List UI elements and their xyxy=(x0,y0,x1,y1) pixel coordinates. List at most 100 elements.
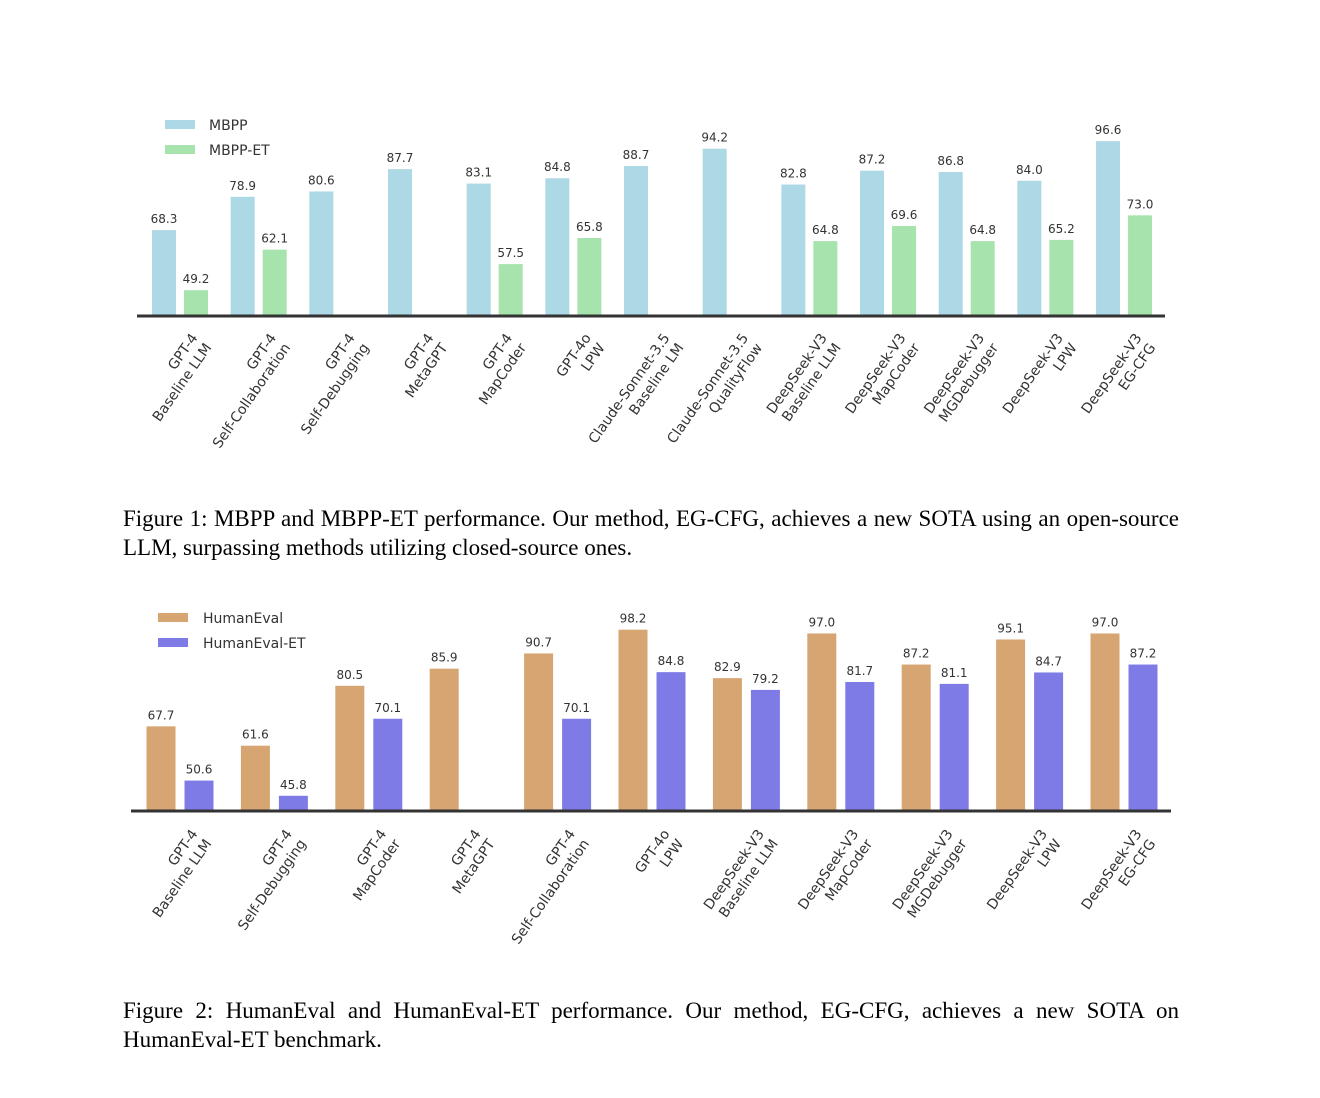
bar-humaneval-8 xyxy=(901,664,931,811)
value-label-humaneval-et-7: 81.7 xyxy=(846,664,873,678)
value-label-mbpp-et-11: 65.2 xyxy=(1048,222,1075,236)
bar-mbpp-2 xyxy=(309,191,334,316)
value-label-mbpp-5: 84.8 xyxy=(544,160,571,174)
bar-mbpp-7 xyxy=(702,148,727,316)
bar-humaneval-3 xyxy=(429,668,459,811)
bar-humaneval-et-0 xyxy=(184,780,214,811)
value-label-mbpp-et-5: 65.8 xyxy=(576,220,603,234)
bar-humaneval-et-9 xyxy=(1034,672,1064,811)
bar-mbpp-9 xyxy=(860,170,885,316)
value-label-humaneval-et-2: 70.1 xyxy=(374,701,401,715)
value-label-mbpp-et-1: 62.1 xyxy=(261,232,288,246)
bar-mbpp-5 xyxy=(545,178,570,316)
x-tick-label-line: DeepSeek-V3 xyxy=(984,827,1051,913)
bar-mbpp-4 xyxy=(466,183,491,316)
bar-humaneval-et-4 xyxy=(562,718,592,811)
bar-humaneval-10 xyxy=(1090,633,1120,811)
bar-humaneval-et-7 xyxy=(845,681,875,811)
value-label-mbpp-10: 86.8 xyxy=(937,154,964,168)
value-label-humaneval-2: 80.5 xyxy=(336,668,363,682)
figure-2-caption: Figure 2: HumanEval and HumanEval-ET per… xyxy=(123,998,1179,1052)
value-label-humaneval-4: 90.7 xyxy=(525,635,552,649)
bar-humaneval-et-1 xyxy=(278,795,308,811)
bar-mbpp-et-9 xyxy=(892,226,917,316)
value-label-mbpp-9: 87.2 xyxy=(859,153,886,167)
bar-mbpp-6 xyxy=(624,165,649,316)
value-label-humaneval-5: 98.2 xyxy=(620,612,647,626)
value-label-humaneval-et-8: 81.1 xyxy=(941,666,968,680)
legend-swatch-humaneval xyxy=(158,613,188,622)
bar-humaneval-4 xyxy=(524,653,554,811)
bar-humaneval-7 xyxy=(807,633,837,811)
bar-mbpp-et-1 xyxy=(262,249,287,316)
bar-humaneval-et-10 xyxy=(1128,664,1158,811)
figure-1-caption: Figure 1: MBPP and MBPP-ET performance. … xyxy=(123,506,1179,560)
value-label-humaneval-8: 87.2 xyxy=(903,647,930,661)
bar-mbpp-et-5 xyxy=(577,238,602,316)
value-label-mbpp-0: 68.3 xyxy=(151,212,178,226)
bar-mbpp-0 xyxy=(152,230,176,316)
legend-swatch-humaneval-et xyxy=(158,638,188,647)
bar-mbpp-et-12 xyxy=(1128,215,1153,316)
value-label-mbpp-et-12: 73.0 xyxy=(1127,197,1154,211)
bar-mbpp-8 xyxy=(781,184,806,316)
bar-mbpp-et-4 xyxy=(498,264,523,316)
value-label-humaneval-et-9: 84.7 xyxy=(1035,654,1062,668)
value-label-mbpp-et-8: 64.8 xyxy=(812,223,839,237)
bar-humaneval-et-5 xyxy=(656,672,686,811)
value-label-humaneval-7: 97.0 xyxy=(808,615,835,629)
bar-humaneval-et-2 xyxy=(373,718,403,811)
value-label-mbpp-4: 83.1 xyxy=(465,166,492,180)
legend-swatch-mbpp-et xyxy=(165,145,195,154)
value-label-mbpp-1: 78.9 xyxy=(229,179,256,193)
value-label-humaneval-et-10: 87.2 xyxy=(1130,647,1157,661)
bar-humaneval-9 xyxy=(996,639,1026,811)
value-label-humaneval-1: 61.6 xyxy=(242,728,269,742)
legend-label-humaneval: HumanEval xyxy=(203,611,283,627)
value-label-humaneval-et-0: 50.6 xyxy=(186,763,213,777)
bar-humaneval-5 xyxy=(618,629,648,811)
value-label-mbpp-2: 80.6 xyxy=(308,173,335,187)
value-label-humaneval-3: 85.9 xyxy=(431,651,458,665)
bar-humaneval-et-8 xyxy=(939,683,969,811)
value-label-mbpp-7: 94.2 xyxy=(701,131,728,145)
legend-label-humaneval-et: HumanEval-ET xyxy=(203,636,306,652)
legend-label-mbpp-et: MBPP-ET xyxy=(209,143,270,159)
bar-mbpp-10 xyxy=(938,171,963,316)
value-label-humaneval-9: 95.1 xyxy=(997,622,1024,636)
value-label-humaneval-et-5: 84.8 xyxy=(658,654,685,668)
value-label-humaneval-et-4: 70.1 xyxy=(563,701,590,715)
legend-swatch-mbpp xyxy=(165,120,195,129)
bar-mbpp-12 xyxy=(1096,141,1121,316)
value-label-mbpp-3: 87.7 xyxy=(387,151,414,165)
value-label-humaneval-6: 82.9 xyxy=(714,660,741,674)
value-label-mbpp-12: 96.6 xyxy=(1095,123,1122,137)
x-tick-label-line: DeepSeek-V3 xyxy=(1000,331,1067,417)
bar-humaneval-et-6 xyxy=(750,689,780,811)
value-label-mbpp-et-4: 57.5 xyxy=(497,246,524,260)
value-label-humaneval-et-6: 79.2 xyxy=(752,672,779,686)
value-label-mbpp-et-0: 49.2 xyxy=(183,272,210,286)
bar-humaneval-2 xyxy=(335,685,365,811)
value-label-mbpp-11: 84.0 xyxy=(1016,163,1043,177)
